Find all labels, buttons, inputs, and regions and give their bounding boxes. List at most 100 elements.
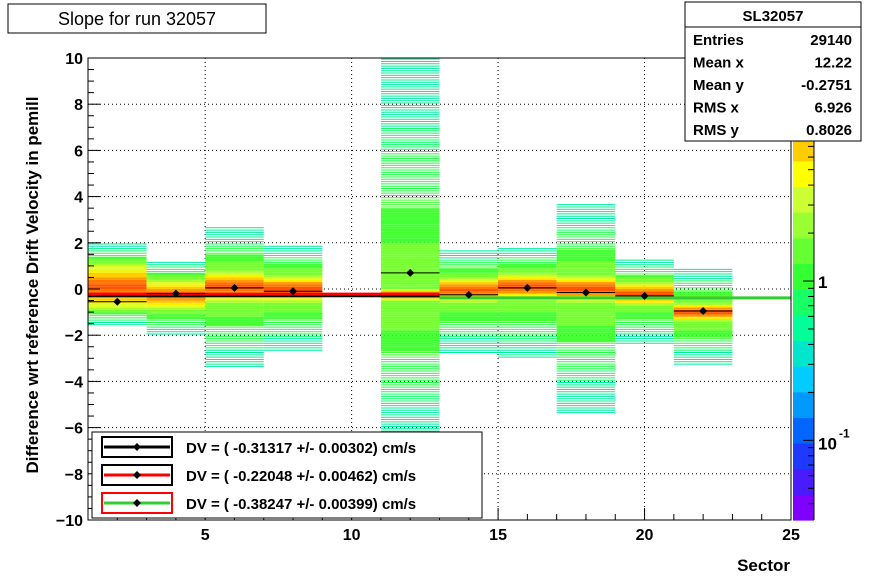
heatmap-cell (380, 335, 440, 338)
heatmap-cell (673, 300, 733, 303)
heatmap-cell (380, 254, 440, 257)
heatmap-cell (498, 298, 557, 301)
colorbar-segment (793, 494, 814, 521)
y-tick-label: 10 (65, 51, 83, 68)
heatmap-cell (380, 328, 440, 331)
stats-value: 12.22 (814, 55, 852, 72)
heatmap-cell (498, 305, 557, 308)
heatmap-cell (439, 279, 499, 283)
x-tick-label: 20 (636, 527, 654, 544)
heatmap-cell (205, 279, 264, 283)
heatmap-cell (439, 277, 499, 280)
heatmap-cell (556, 261, 616, 264)
heatmap-cell (439, 319, 499, 322)
heatmap-cell (205, 321, 264, 324)
heatmap-cell (556, 332, 616, 336)
heatmap-cell (263, 284, 323, 287)
heatmap-cell (556, 309, 616, 313)
heatmap-cell (498, 293, 557, 296)
heatmap-cell (88, 279, 147, 283)
heatmap-cell (380, 219, 440, 223)
heatmap-cell (263, 312, 323, 315)
heatmap-cell (205, 265, 264, 269)
heatmap-cell (556, 256, 616, 259)
heatmap-cell (439, 268, 499, 271)
heatmap-cell (556, 270, 616, 273)
y-tick-label: 2 (74, 236, 83, 253)
heatmap-cell (439, 314, 499, 317)
colorbar-segment (793, 417, 814, 444)
heatmap-cell (556, 298, 616, 301)
heatmap-cell (615, 284, 674, 287)
heatmap-cell (556, 275, 616, 278)
heatmap-cell (263, 309, 323, 313)
heatmap-cell (380, 298, 440, 301)
heatmap-cell (88, 263, 147, 266)
heatmap-cell (380, 314, 440, 317)
heatmap-cell (380, 332, 440, 336)
heatmap-cell (380, 235, 440, 239)
heatmap-cell (673, 314, 733, 317)
heatmap-cell (88, 261, 147, 264)
heatmap-cell (380, 305, 440, 308)
heatmap-cell (205, 270, 264, 273)
heatmap-cell (88, 307, 147, 310)
heatmap-cell (205, 272, 264, 276)
heatmap-cell (380, 265, 440, 269)
heatmap-cell (498, 263, 557, 266)
data-point (699, 306, 708, 315)
heatmap-cell (380, 316, 440, 320)
heatmap-cell (615, 275, 674, 278)
heatmap-cell (615, 286, 674, 289)
heatmap-cell (380, 258, 440, 262)
heatmap-cell (205, 263, 264, 266)
heatmap-cell (556, 265, 616, 269)
heatmap-cell (439, 302, 499, 306)
stats-label: Entries (693, 32, 744, 49)
heatmap-cell (498, 309, 557, 313)
heatmap-cell (380, 212, 440, 216)
heatmap-cell (439, 309, 499, 313)
legend-marker-point (133, 471, 141, 479)
x-tick-label: 5 (201, 527, 210, 544)
heatmap-cell (673, 298, 733, 301)
heatmap-cell (556, 302, 616, 306)
heatmap-cell (146, 312, 206, 315)
title-box: Slope for run 32057 (7, 3, 267, 34)
heatmap-cell (439, 307, 499, 310)
heatmap-cell (88, 258, 147, 262)
legend-entry-text: DV = ( -0.38247 +/- 0.00399) cm/s (186, 496, 416, 513)
heatmap-cell (380, 282, 440, 285)
heatmap-cell (205, 323, 264, 326)
stats-box: SL32057 Entries 29140 Mean x 12.22 Mean y -0.… (684, 1, 862, 142)
heatmap-cell (615, 302, 674, 306)
heatmap-cell (380, 309, 440, 313)
heatmap-cell (380, 339, 440, 343)
heatmap-cell (88, 265, 147, 269)
heatmap-cell (263, 270, 323, 273)
y-tick-label: 6 (74, 143, 83, 160)
heatmap-cell (615, 314, 674, 317)
heatmap-cell (556, 277, 616, 280)
heatmap-cell (498, 302, 557, 306)
heatmap-cell (498, 316, 557, 320)
heatmap-cell (263, 305, 323, 308)
colorbar-label: 1 (818, 273, 827, 292)
heatmap-cell (556, 339, 616, 343)
heatmap-cell (263, 282, 323, 285)
data-point (581, 288, 590, 297)
data-point (230, 283, 239, 292)
heatmap-cell (263, 316, 323, 320)
heatmap-cell (380, 277, 440, 280)
y-tick-label: −4 (65, 374, 83, 391)
stats-value: 6.926 (814, 100, 852, 117)
heatmap-cell (88, 272, 147, 276)
stats-value: 29140 (810, 32, 852, 49)
heatmap-cell (615, 300, 674, 303)
heatmap-cell (205, 302, 264, 306)
heatmap-cell (263, 314, 323, 317)
heatmap-cell (498, 272, 557, 276)
y-tick-label: −2 (65, 328, 83, 345)
heatmap-cell (263, 272, 323, 276)
heatmap-cell (380, 263, 440, 266)
